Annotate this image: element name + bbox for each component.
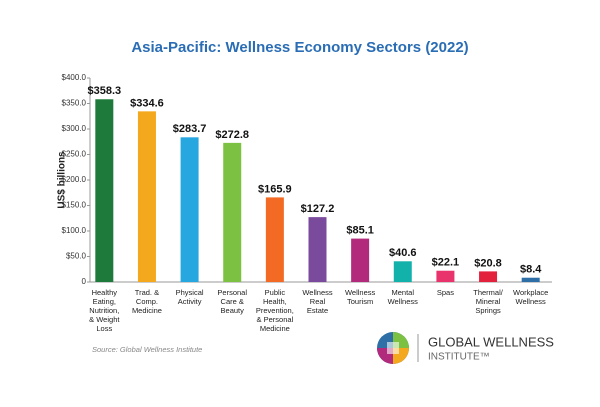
y-axis-label: US$ billions	[57, 151, 68, 209]
logo-mark	[387, 342, 399, 354]
y-tick-label: $250.0	[62, 150, 87, 159]
value-label: $40.6	[389, 247, 417, 259]
x-tick-label: Mental Wellness	[387, 288, 418, 306]
logo-text: GLOBAL WELLNESS	[428, 334, 554, 349]
bar	[180, 137, 199, 282]
value-label: $85.1	[346, 225, 374, 237]
chart-title: Asia-Pacific: Wellness Economy Sectors (…	[131, 39, 468, 56]
bar	[436, 270, 455, 282]
logo: GLOBAL WELLNESS INSTITUTE™	[377, 332, 554, 364]
value-label: $22.1	[432, 257, 460, 269]
x-tick-label: Trad. & Comp. Medicine	[131, 288, 162, 315]
y-tick-label: 0	[82, 277, 87, 286]
bar	[308, 217, 327, 282]
bar	[223, 142, 242, 282]
bar	[479, 271, 498, 282]
x-tick-label: Healthy Eating, Nutrition, & Weight Loss	[89, 288, 120, 333]
x-tick-label: Workplace Wellness	[513, 288, 549, 306]
bar	[95, 99, 114, 282]
bar	[265, 197, 284, 282]
x-tick-label: Personal Care & Beauty	[217, 288, 248, 315]
y-tick-label: $300.0	[62, 124, 87, 133]
value-label: $283.7	[173, 123, 207, 135]
y-tick-label: $200.0	[62, 175, 87, 184]
logo-text: INSTITUTE™	[428, 352, 490, 363]
y-tick-label: $100.0	[62, 226, 87, 235]
value-label: $8.4	[520, 264, 542, 276]
value-label: $165.9	[258, 183, 292, 195]
y-tick-label: $400.0	[62, 73, 87, 82]
y-tick-label: $350.0	[62, 99, 87, 108]
x-tick-label: Thermal/ Mineral Springs	[473, 288, 503, 315]
value-label: $272.8	[215, 129, 249, 141]
y-tick-label: $150.0	[62, 201, 87, 210]
bar	[393, 261, 412, 282]
bar	[351, 238, 370, 282]
x-tick-label: Public Health, Prevention, & Personal Me…	[255, 288, 294, 333]
value-label: $20.8	[474, 257, 502, 269]
y-tick-label: $50.0	[66, 252, 87, 261]
x-tick-label: Spas	[436, 288, 454, 297]
value-label: $127.2	[301, 203, 335, 215]
source: Source: Global Wellness Institute	[92, 345, 202, 354]
value-label: $358.3	[87, 85, 121, 97]
bar	[137, 111, 156, 282]
x-tick-label: Wellness Real Estate	[302, 288, 333, 315]
bar	[521, 277, 540, 282]
x-tick-label: Physical Activity	[175, 288, 204, 306]
x-tick-label: Wellness Tourism	[344, 288, 376, 306]
value-label: $334.6	[130, 97, 164, 109]
